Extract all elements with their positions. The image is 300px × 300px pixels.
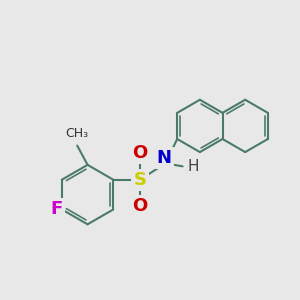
Text: CH₃: CH₃ bbox=[66, 127, 89, 140]
Text: F: F bbox=[50, 200, 63, 218]
Text: O: O bbox=[132, 197, 148, 215]
Text: S: S bbox=[134, 171, 147, 189]
Text: H: H bbox=[187, 159, 199, 174]
Text: N: N bbox=[156, 149, 171, 167]
Text: O: O bbox=[132, 144, 148, 162]
